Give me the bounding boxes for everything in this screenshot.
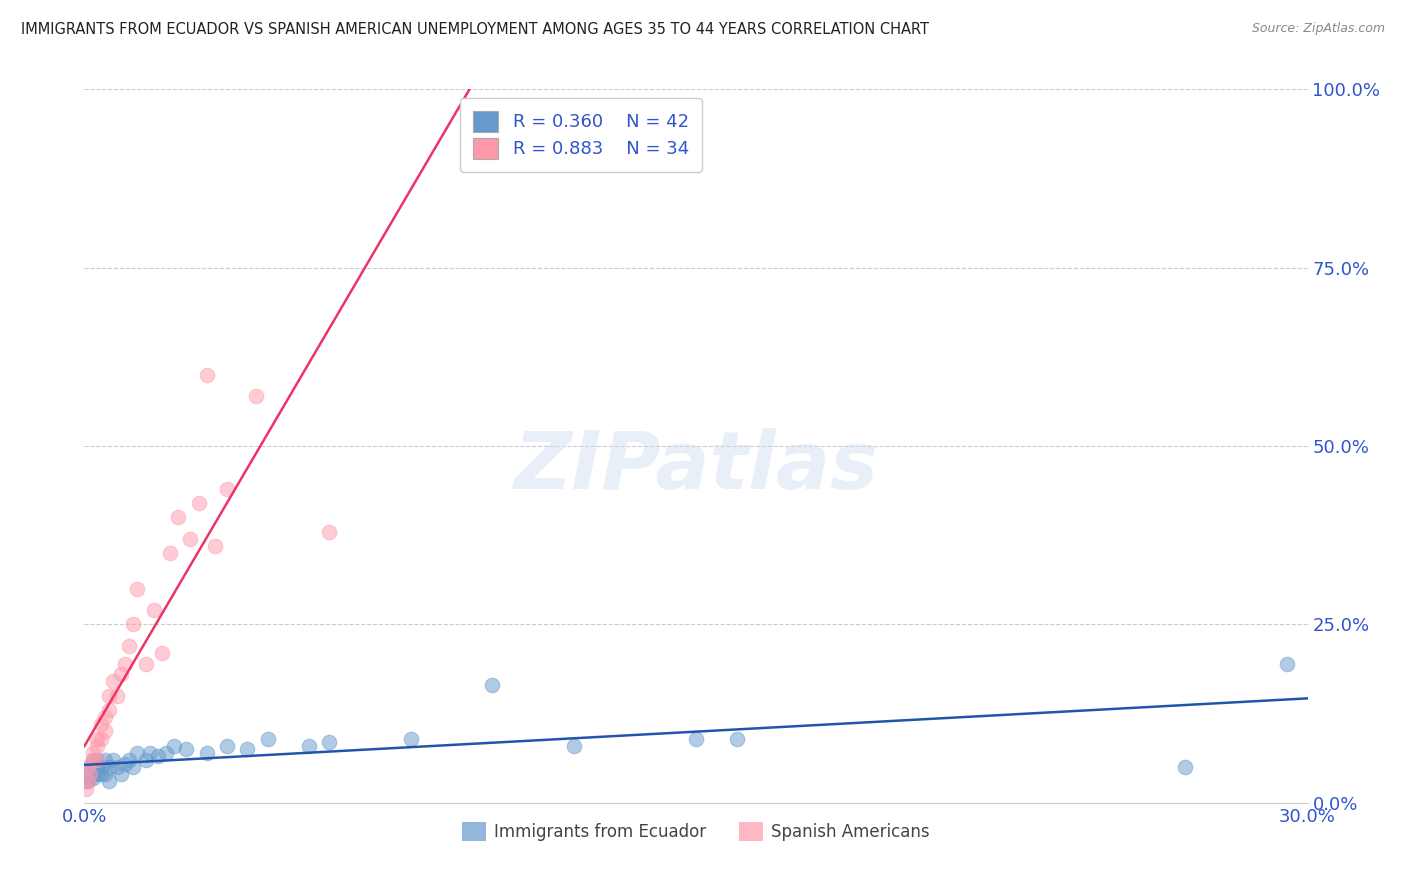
Point — [93, 724, 115, 739]
Point — [75, 774, 97, 789]
Point — [122, 760, 145, 774]
Point — [97, 760, 120, 774]
Point — [118, 753, 141, 767]
Point — [318, 735, 340, 749]
Point — [77, 760, 100, 774]
Point — [97, 703, 120, 717]
Point — [93, 753, 115, 767]
Text: Source: ZipAtlas.com: Source: ZipAtlas.com — [1251, 22, 1385, 36]
Point — [86, 767, 108, 781]
Point — [146, 749, 169, 764]
Point — [204, 539, 226, 553]
Point — [155, 746, 177, 760]
Point — [93, 767, 115, 781]
Point — [174, 742, 197, 756]
Point — [110, 667, 132, 681]
Point — [97, 689, 120, 703]
Point — [163, 739, 186, 753]
Point — [77, 774, 100, 789]
Point — [90, 717, 112, 731]
Point — [110, 767, 132, 781]
Point — [82, 771, 104, 785]
Point — [90, 760, 112, 774]
Point — [105, 689, 128, 703]
Legend: Immigrants from Ecuador, Spanish Americans: Immigrants from Ecuador, Spanish America… — [456, 815, 936, 848]
Point — [79, 767, 101, 781]
Point — [150, 646, 173, 660]
Point — [93, 710, 115, 724]
Point — [77, 774, 100, 789]
Point — [138, 746, 160, 760]
Point — [86, 753, 108, 767]
Point — [82, 767, 104, 781]
Point — [236, 742, 259, 756]
Point — [122, 617, 145, 632]
Point — [195, 368, 218, 382]
Point — [114, 657, 136, 671]
Point — [135, 753, 157, 767]
Text: ZIPatlas: ZIPatlas — [513, 428, 879, 507]
Point — [135, 657, 157, 671]
Point — [90, 767, 112, 781]
Point — [142, 603, 165, 617]
Point — [257, 731, 280, 746]
Point — [318, 524, 340, 539]
Point — [79, 760, 101, 774]
Point — [127, 746, 149, 760]
Point — [82, 746, 104, 760]
Point — [245, 389, 267, 403]
Point — [75, 781, 97, 796]
Point — [195, 746, 218, 760]
Point — [86, 731, 108, 746]
Point — [101, 753, 124, 767]
Point — [127, 582, 149, 596]
Point — [82, 753, 104, 767]
Point — [298, 739, 321, 753]
Point — [114, 756, 136, 771]
Text: IMMIGRANTS FROM ECUADOR VS SPANISH AMERICAN UNEMPLOYMENT AMONG AGES 35 TO 44 YEA: IMMIGRANTS FROM ECUADOR VS SPANISH AMERI… — [21, 22, 929, 37]
Point — [159, 546, 181, 560]
Point — [562, 739, 585, 753]
Point — [187, 496, 209, 510]
Point — [1277, 657, 1299, 671]
Point — [101, 674, 124, 689]
Point — [217, 739, 239, 753]
Point — [105, 760, 128, 774]
Point — [685, 731, 707, 746]
Point — [97, 774, 120, 789]
Point — [217, 482, 239, 496]
Point — [481, 678, 503, 692]
Point — [179, 532, 201, 546]
Point — [86, 753, 108, 767]
Point — [399, 731, 422, 746]
Point — [167, 510, 190, 524]
Point — [90, 731, 112, 746]
Point — [1174, 760, 1197, 774]
Point — [725, 731, 748, 746]
Point — [77, 767, 100, 781]
Point — [86, 739, 108, 753]
Point — [86, 760, 108, 774]
Point — [118, 639, 141, 653]
Point — [82, 753, 104, 767]
